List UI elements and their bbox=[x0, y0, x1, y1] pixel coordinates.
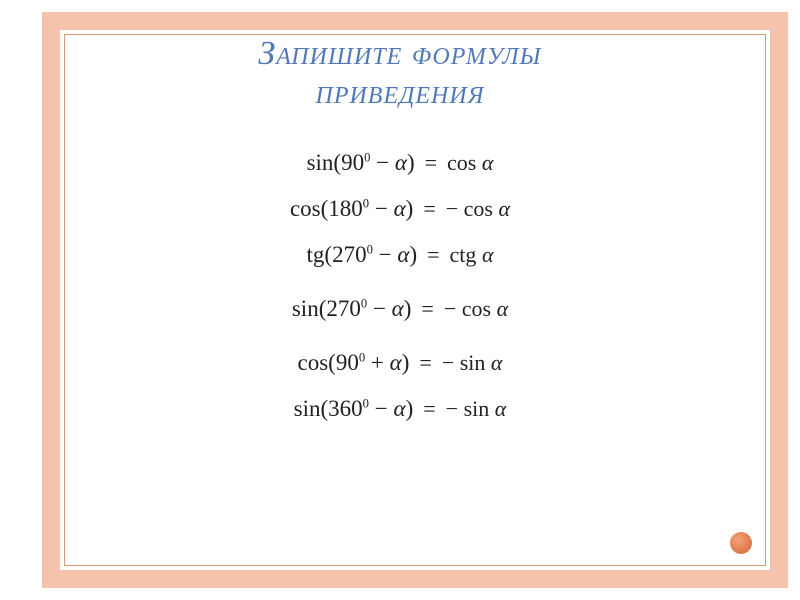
formula-lhs: sin(3600 − α) bbox=[294, 396, 414, 422]
formula-rhs: − sin α bbox=[442, 350, 503, 376]
formula-rhs: − cos α bbox=[446, 196, 510, 222]
formula-row: cos(1800 − α)=− cos α bbox=[290, 196, 510, 222]
formula-row: sin(3600 − α)=− sin α bbox=[294, 396, 507, 422]
formula-list: sin(900 − α)=cos αcos(1800 − α)=− cos αt… bbox=[0, 150, 800, 422]
formula-row: tg(2700 − α)=ctg α bbox=[307, 242, 494, 268]
equals-sign: = bbox=[411, 296, 443, 322]
formula-row: sin(2700 − α)=− cos α bbox=[292, 296, 508, 322]
formula-lhs: cos(1800 − α) bbox=[290, 196, 413, 222]
equals-sign: = bbox=[417, 242, 449, 268]
formula-rhs: cos α bbox=[447, 150, 493, 176]
formula-rhs: ctg α bbox=[450, 242, 494, 268]
formula-lhs: sin(2700 − α) bbox=[292, 296, 412, 322]
formula-row: sin(900 − α)=cos α bbox=[307, 150, 494, 176]
equals-sign: = bbox=[413, 196, 445, 222]
formula-lhs: cos(900 + α) bbox=[298, 350, 410, 376]
accent-dot bbox=[730, 532, 752, 554]
formula-lhs: tg(2700 − α) bbox=[307, 242, 418, 268]
slide: Запишите формулы приведения sin(900 − α)… bbox=[0, 0, 800, 600]
formula-rhs: − sin α bbox=[446, 396, 507, 422]
formula-rhs: − cos α bbox=[444, 296, 508, 322]
equals-sign: = bbox=[415, 150, 447, 176]
title-line-1: Запишите формулы bbox=[258, 35, 541, 72]
formula-lhs: sin(900 − α) bbox=[307, 150, 415, 176]
equals-sign: = bbox=[409, 350, 441, 376]
formula-row: cos(900 + α)=− sin α bbox=[298, 350, 503, 376]
title-line-2: приведения bbox=[90, 73, 710, 112]
slide-title: Запишите формулы приведения bbox=[0, 34, 800, 112]
equals-sign: = bbox=[413, 396, 445, 422]
